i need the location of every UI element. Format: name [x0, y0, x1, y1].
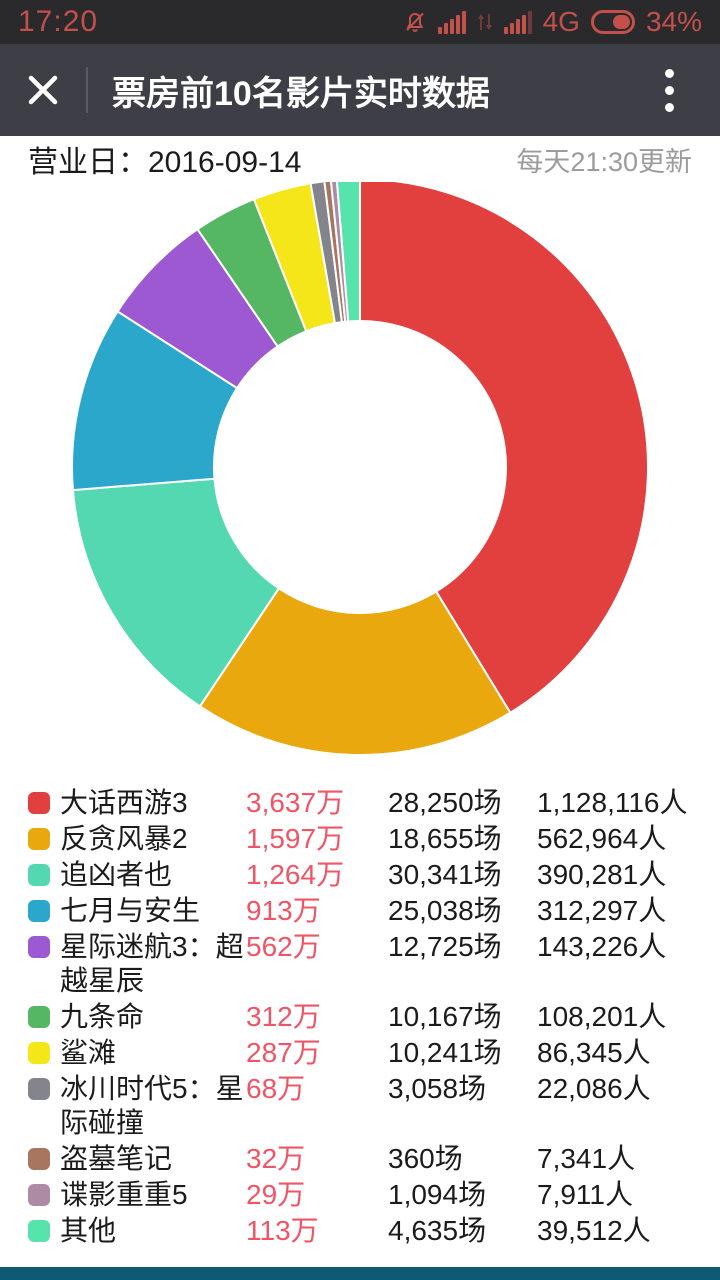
- movie-name: 鲨滩: [60, 1037, 117, 1068]
- network-type-label: 4G: [542, 6, 580, 37]
- sessions-value: 10,241场: [388, 1037, 502, 1068]
- status-icons: 4G 34%: [403, 6, 702, 38]
- legend-row: 谍影重重5 29万 1,094场 7,911人: [28, 1178, 710, 1212]
- audience-value: 143,226人: [537, 931, 667, 962]
- sessions-value: 25,038场: [388, 895, 502, 926]
- legend-color-swatch: [28, 900, 50, 922]
- business-day: 营业日：2016-09-14: [28, 137, 301, 181]
- box-office-value: 1,597万: [246, 823, 345, 854]
- donut-slice[interactable]: [198, 586, 512, 756]
- audience-value: 39,512人: [537, 1215, 651, 1246]
- audience-value: 7,911人: [537, 1179, 633, 1210]
- audience-value: 86,345人: [537, 1037, 651, 1068]
- legend-color-swatch: [28, 1042, 50, 1064]
- legend-row: 反贪风暴2 1,597万 18,655场 562,964人: [28, 822, 710, 856]
- box-office-value: 113万: [246, 1215, 319, 1246]
- box-office-value: 32万: [246, 1143, 306, 1174]
- audience-value: 108,201人: [537, 1001, 667, 1032]
- battery-percent-label: 34%: [645, 6, 702, 37]
- movie-name: 冰川时代5：星际碰撞: [60, 1073, 244, 1138]
- movie-name: 九条命: [60, 1001, 145, 1032]
- box-office-value: 913万: [246, 895, 321, 926]
- movie-name: 反贪风暴2: [60, 823, 188, 854]
- legend-color-swatch: [28, 1184, 50, 1206]
- close-icon: [26, 73, 60, 107]
- business-day-label: 营业日：: [28, 146, 148, 179]
- legend-row: 鲨滩 287万 10,241场 86,345人: [28, 1036, 710, 1070]
- movie-name: 大话西游3: [60, 787, 188, 818]
- audience-value: 7,341人: [537, 1143, 636, 1174]
- movie-name: 谍影重重5: [60, 1179, 188, 1210]
- movie-name: 星际迷航3：超越星辰: [60, 931, 244, 996]
- title-bar: 票房前10名影片实时数据: [0, 44, 720, 136]
- box-office-value: 29万: [246, 1179, 306, 1210]
- menu-button[interactable]: [659, 63, 680, 118]
- legend-table: 大话西游3 3,637万 28,250场 1,128,116人 反贪风暴2 1,…: [0, 768, 720, 1248]
- box-office-value: 312万: [246, 1001, 321, 1032]
- box-office-value: 68万: [246, 1073, 306, 1104]
- info-bar: 营业日：2016-09-14 每天21:30更新: [0, 136, 720, 182]
- legend-color-swatch: [28, 1078, 50, 1100]
- box-office-value: 3,637万: [246, 787, 345, 818]
- legend-row: 其他 113万 4,635场 39,512人: [28, 1214, 710, 1248]
- battery-icon: [590, 10, 635, 34]
- movie-name: 其他: [60, 1215, 117, 1246]
- donut-chart: [71, 182, 649, 756]
- audience-value: 312,297人: [537, 895, 667, 926]
- audience-value: 390,281人: [537, 859, 667, 890]
- legend-row: 冰川时代5：星际碰撞 68万 3,058场 22,086人: [28, 1072, 710, 1140]
- box-office-value: 1,264万: [246, 859, 345, 890]
- box-office-value: 287万: [246, 1037, 321, 1068]
- legend-color-swatch: [28, 936, 50, 958]
- bell-muted-icon: [403, 10, 427, 34]
- signal-bars-icon-2: [503, 10, 532, 34]
- legend-color-swatch: [28, 1220, 50, 1242]
- page-title: 票房前10名影片实时数据: [112, 74, 490, 113]
- sessions-value: 4,635场: [388, 1215, 487, 1246]
- kebab-menu-icon: [665, 68, 674, 78]
- audience-value: 1,128,116人: [537, 787, 688, 818]
- sessions-value: 12,725场: [388, 931, 502, 962]
- legend-row: 追凶者也 1,264万 30,341场 390,281人: [28, 858, 710, 892]
- signal-bars-icon: [437, 10, 466, 34]
- legend-row: 星际迷航3：超越星辰 562万 12,725场 143,226人: [28, 930, 710, 998]
- update-note: 每天21:30更新: [516, 146, 692, 177]
- legend-row: 七月与安生 913万 25,038场 312,297人: [28, 894, 710, 928]
- donut-slice[interactable]: [359, 182, 649, 715]
- chart-area: [0, 182, 720, 768]
- sessions-value: 30,341场: [388, 859, 502, 890]
- sessions-value: 1,094场: [388, 1179, 487, 1210]
- legend-color-swatch: [28, 864, 50, 886]
- legend-color-swatch: [28, 828, 50, 850]
- sessions-value: 10,167场: [388, 1001, 502, 1032]
- status-bar: 17:20 4G 34: [0, 0, 720, 44]
- clock-text: 17:20: [18, 5, 99, 38]
- movie-name: 追凶者也: [60, 859, 173, 890]
- sessions-value: 360场: [388, 1143, 463, 1174]
- audience-value: 22,086人: [537, 1073, 651, 1104]
- business-day-date: 2016-09-14: [148, 146, 302, 179]
- legend-color-swatch: [28, 792, 50, 814]
- donut-slice[interactable]: [335, 182, 361, 323]
- movie-name: 七月与安生: [60, 895, 201, 926]
- titlebar-divider: [86, 67, 88, 113]
- bottom-nav-strip: [0, 1267, 720, 1280]
- legend-row: 大话西游3 3,637万 28,250场 1,128,116人: [28, 786, 710, 820]
- data-arrows-icon: [477, 10, 493, 34]
- audience-value: 562,964人: [537, 823, 667, 854]
- legend-row: 盗墓笔记 32万 360场 7,341人: [28, 1142, 710, 1176]
- legend-color-swatch: [28, 1148, 50, 1170]
- sessions-value: 18,655场: [388, 823, 502, 854]
- movie-name: 盗墓笔记: [60, 1143, 173, 1174]
- sessions-value: 28,250场: [388, 787, 502, 818]
- close-button[interactable]: [26, 73, 60, 107]
- legend-color-swatch: [28, 1006, 50, 1028]
- donut-slice[interactable]: [71, 477, 281, 708]
- legend-row: 九条命 312万 10,167场 108,201人: [28, 1000, 710, 1034]
- sessions-value: 3,058场: [388, 1073, 487, 1104]
- box-office-value: 562万: [246, 931, 321, 962]
